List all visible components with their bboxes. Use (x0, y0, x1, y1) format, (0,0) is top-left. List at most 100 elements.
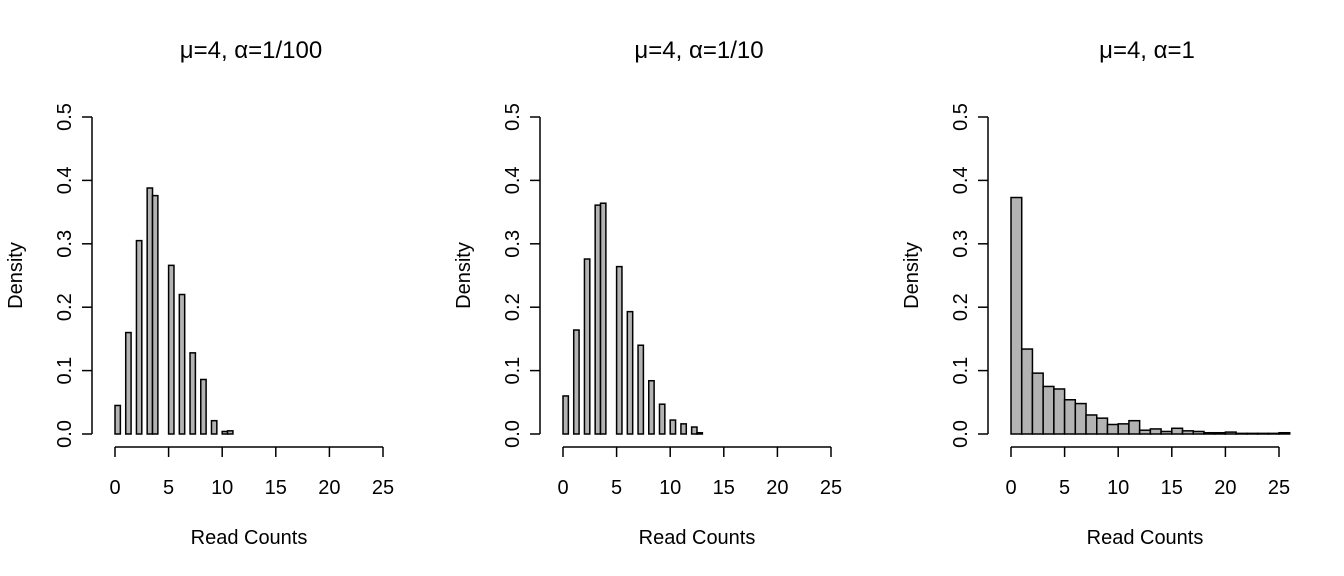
bar-12 (178, 293, 186, 435)
x-axis-title: Read Counts (1087, 527, 1204, 549)
bar-7 (599, 202, 607, 435)
y-tick-label: 0.5 (502, 103, 524, 131)
x-axis: 0 5 10 15 20 25 Read Counts (557, 446, 842, 549)
y-tick-label: 0.0 (502, 420, 524, 448)
x-axis-title: Read Counts (191, 527, 308, 549)
x-axis-title: Read Counts (639, 527, 756, 549)
x-tick-label: 15 (265, 477, 287, 499)
y-tick-label: 0.4 (54, 166, 76, 194)
bar-2 (124, 331, 132, 435)
x-tick-label: 0 (109, 477, 120, 499)
x-tick-label: 10 (211, 477, 233, 499)
bar-4 (1053, 388, 1066, 435)
bar-0 (1010, 196, 1023, 435)
bar-10 (615, 265, 623, 435)
y-tick-label: 0.2 (950, 293, 972, 321)
x-axis: 0 5 10 15 20 25 Read Counts (109, 446, 394, 549)
bar-0 (562, 395, 570, 435)
x-tick-label: 5 (611, 477, 622, 499)
x-tick-label: 20 (318, 477, 340, 499)
bar-25 (696, 431, 704, 435)
y-tick-label: 0.1 (502, 357, 524, 385)
bar-13 (1149, 428, 1162, 435)
y-axis: 0.0 0.1 0.2 0.3 0.4 0.5 Density (5, 103, 93, 448)
bar-4 (583, 258, 591, 435)
x-tick-label: 15 (713, 477, 735, 499)
bar-14 (189, 352, 197, 435)
bar-16 (648, 379, 655, 435)
bar-17 (1192, 430, 1205, 435)
bars (562, 202, 704, 435)
x-tick-label: 5 (163, 477, 174, 499)
bar-3 (1042, 385, 1055, 435)
bar-25 (1278, 431, 1291, 435)
bar-6 (594, 204, 602, 435)
bar-22 (1246, 432, 1259, 435)
x-tick-label: 25 (372, 477, 394, 499)
x-axis: 0 5 10 15 20 25 Read Counts (1005, 446, 1290, 549)
bar-23 (1256, 432, 1270, 435)
bar-6 (146, 187, 154, 435)
bar-9 (1106, 423, 1119, 435)
y-tick-label: 0.5 (54, 103, 76, 131)
y-tick-label: 0.3 (950, 230, 972, 258)
y-tick-label: 0.2 (502, 293, 524, 321)
bar-18 (210, 419, 218, 435)
bar-4 (135, 239, 143, 435)
y-axis-title: Density (901, 242, 923, 309)
y-axis: 0.0 0.1 0.2 0.3 0.4 0.5 Density (453, 103, 541, 448)
bar-6 (1074, 402, 1087, 435)
bar-2 (1031, 372, 1044, 435)
bar-2 (572, 329, 580, 435)
bar-7 (151, 194, 159, 435)
bar-8 (1096, 417, 1109, 435)
bar-21 (226, 430, 234, 435)
y-tick-label: 0.0 (54, 420, 76, 448)
bar-15 (1171, 427, 1184, 435)
bar-14 (637, 344, 645, 435)
y-tick-label: 0.1 (950, 357, 972, 385)
bar-20 (1224, 431, 1237, 435)
x-tick-label: 15 (1161, 477, 1183, 499)
x-tick-label: 20 (766, 477, 788, 499)
bar-10 (1117, 423, 1130, 435)
bar-18 (1203, 431, 1216, 435)
y-axis-title: Density (5, 242, 27, 309)
bar-1 (1020, 348, 1034, 435)
bar-22 (680, 423, 688, 435)
x-tick-label: 0 (1005, 477, 1016, 499)
bar-16 (200, 378, 207, 435)
x-tick-label: 10 (1107, 477, 1129, 499)
bar-24 (690, 426, 698, 435)
bar-20 (221, 430, 229, 435)
bar-18 (658, 403, 666, 435)
y-tick-label: 0.5 (950, 103, 972, 131)
x-tick-label: 10 (659, 477, 681, 499)
bars (1010, 196, 1291, 435)
bar-11 (1128, 419, 1141, 435)
x-tick-label: 20 (1214, 477, 1236, 499)
bar-16 (1181, 430, 1194, 435)
y-tick-label: 0.2 (54, 293, 76, 321)
bars (114, 187, 234, 435)
bar-12 (626, 310, 634, 435)
y-tick-label: 0.1 (54, 357, 76, 385)
y-tick-label: 0.3 (54, 230, 76, 258)
bar-12 (1138, 429, 1152, 435)
panel-title: μ=4, α=1 (1099, 37, 1195, 64)
panel-title: μ=4, α=1/100 (180, 37, 322, 64)
x-tick-label: 5 (1059, 477, 1070, 499)
bar-19 (1213, 431, 1227, 435)
bar-5 (1063, 399, 1077, 435)
y-axis-title: Density (453, 242, 475, 309)
bar-20 (669, 419, 677, 435)
bar-24 (1267, 432, 1280, 435)
y-tick-label: 0.4 (950, 166, 972, 194)
x-tick-label: 0 (557, 477, 568, 499)
y-axis: 0.0 0.1 0.2 0.3 0.4 0.5 Density (901, 103, 989, 448)
bar-7 (1085, 414, 1098, 435)
